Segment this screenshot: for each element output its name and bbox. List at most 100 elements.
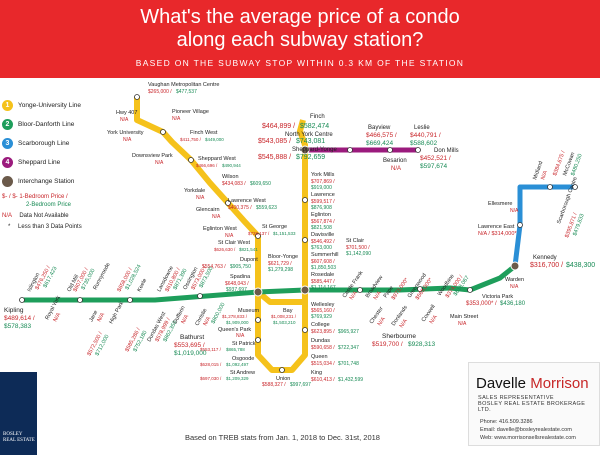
interchange-sheppard-yonge <box>300 145 310 155</box>
station-price-2: $763,000 <box>311 245 332 251</box>
station-label: King <box>311 370 322 376</box>
station-label: Bayview <box>368 125 391 131</box>
station-price-2: $477,537 <box>176 89 197 95</box>
station-price-2: $609,650 <box>250 181 271 187</box>
station-dot <box>197 293 203 299</box>
station-dots <box>19 94 578 373</box>
legend-one-bed: 1-Bedroom Price / <box>19 194 68 200</box>
station-dot <box>160 129 166 135</box>
station-price-1: N/A <box>510 284 519 290</box>
station-dot <box>255 317 261 323</box>
station-price-2: $919,000 <box>311 185 332 191</box>
station-label: Finch <box>310 114 325 120</box>
station-label: Museum <box>238 308 260 314</box>
station-label: Davisville <box>311 232 334 238</box>
station-label: Sheppard West <box>198 156 236 162</box>
station-price-1: N/A <box>180 314 190 325</box>
station-price-2: $1,279,298 <box>268 267 293 273</box>
legend-bloor-label: Bloor-Danforth Line <box>18 121 75 128</box>
station-price-2: $865,788 <box>226 347 245 352</box>
station-price-1: N/A <box>212 214 221 220</box>
station-price-2: $582,474 <box>300 123 329 130</box>
station-label: Glencairn <box>196 207 220 213</box>
station-price-2: $588,602 <box>410 140 437 147</box>
station-dot <box>225 200 231 206</box>
station-dot <box>415 147 421 153</box>
agent-email[interactable]: Email: davelle@bosleyrealestate.com <box>480 427 572 433</box>
station-label: Kennedy <box>533 255 557 261</box>
station-price-1: $411,750 / <box>180 137 202 142</box>
station-label: St Patrick <box>232 341 256 347</box>
station-dot <box>134 94 140 100</box>
station-label: Queen's Park <box>218 327 251 333</box>
legend-price-key: $- / $- 1-Bedroom Price / 2-Bedroom Pric… <box>2 193 122 209</box>
station-price-1: N/A <box>373 290 383 301</box>
agent-role: SALES REPRESENTATIVE <box>478 395 554 401</box>
station-price-2: $1,151,533 <box>273 231 296 236</box>
station-dot <box>302 197 308 203</box>
station-price-2: $1,209,329 <box>226 376 249 381</box>
station-price-1: $648,043 / <box>225 281 249 287</box>
interchange-kennedy <box>510 261 520 271</box>
station-price-1: $464,899 / <box>262 123 295 130</box>
station-label: Pioneer Village <box>172 109 209 115</box>
station-label: Dupont <box>240 257 258 263</box>
station-dot <box>467 287 473 293</box>
legend: 1 Yonge-University Line 2 Bloor-Danforth… <box>2 96 122 231</box>
station-price-1: N/A <box>391 166 401 172</box>
station-price-2: $905,750 <box>230 264 251 270</box>
station-label: St George <box>262 224 287 230</box>
station-label: Dundas <box>311 338 330 344</box>
interchange-st-george <box>253 287 263 297</box>
station-label: Union <box>276 376 290 382</box>
station-price-2: $578,383 <box>4 323 31 330</box>
line-3-icon: 3 <box>2 138 13 149</box>
station-price-1: $626,630 / <box>214 247 236 252</box>
station-price-1: $515,034 / <box>311 361 335 367</box>
station-price-2: $1,909,000 <box>226 320 249 325</box>
station-price-2: $1,850,503 <box>311 265 336 271</box>
station-label: Rosedale <box>311 272 334 278</box>
station-price-1: $466,696 / <box>196 163 218 168</box>
station-price-1: $621,729 / <box>268 261 292 267</box>
title-line-2: along each subway station? <box>176 29 424 51</box>
station-label: Bloor-Yonge <box>268 254 298 260</box>
station-price-1: $565,160 / <box>311 308 335 314</box>
legend-na-text: Data Not Available <box>19 213 69 219</box>
east-rotated-labels: Castle Frank N/A Broadview N/A Chester N… <box>342 270 471 329</box>
station-label: Runnymede <box>92 262 111 291</box>
station-price-1: $554,763 / <box>202 264 226 270</box>
agent-card <box>468 362 600 446</box>
station-label: Yorkdale <box>184 188 205 194</box>
station-dot <box>255 233 261 239</box>
station-price-1: $588,327 / <box>262 382 286 388</box>
station-price-2: $997,697 <box>290 382 311 388</box>
interchange-icon <box>2 176 13 187</box>
station-price-1: N/A <box>236 333 245 339</box>
station-price-2: $669,424 <box>366 140 393 147</box>
station-dot <box>357 287 363 293</box>
station-dot <box>19 297 25 303</box>
station-label: Wilson <box>222 174 239 180</box>
station-price-1: N/A <box>96 312 106 323</box>
brokerage-logo: BOSLEY REAL ESTATE <box>0 372 37 455</box>
station-price-1: $697,030 / <box>200 376 222 381</box>
agent-last-name: Morrison <box>530 375 589 392</box>
bloor-danforth-line <box>22 264 517 303</box>
station-price-1: $452,521 / <box>420 155 451 162</box>
station-price-2: $1,019,000 <box>174 350 207 357</box>
station-label: College <box>311 322 330 328</box>
legend-star-text: Less than 3 Data Points <box>18 224 82 230</box>
station-label: Summerhill <box>311 252 339 258</box>
station-price-1: N/A <box>225 233 234 239</box>
station-label: Wellesley <box>311 302 335 308</box>
station-price-1: $353,000* / <box>466 301 497 307</box>
station-label: Victoria Park <box>482 294 513 300</box>
station-label: High Park <box>108 301 125 325</box>
agent-website[interactable]: Web: www.morrisonsellsrealestate.com <box>480 435 576 441</box>
legend-star-mark: * <box>8 224 11 230</box>
legend-two-bed: 2-Bedroom Price <box>26 202 72 208</box>
station-price-2: $1,114,167 <box>311 285 336 291</box>
station-price-1: N/A / $314,000* <box>478 231 517 237</box>
